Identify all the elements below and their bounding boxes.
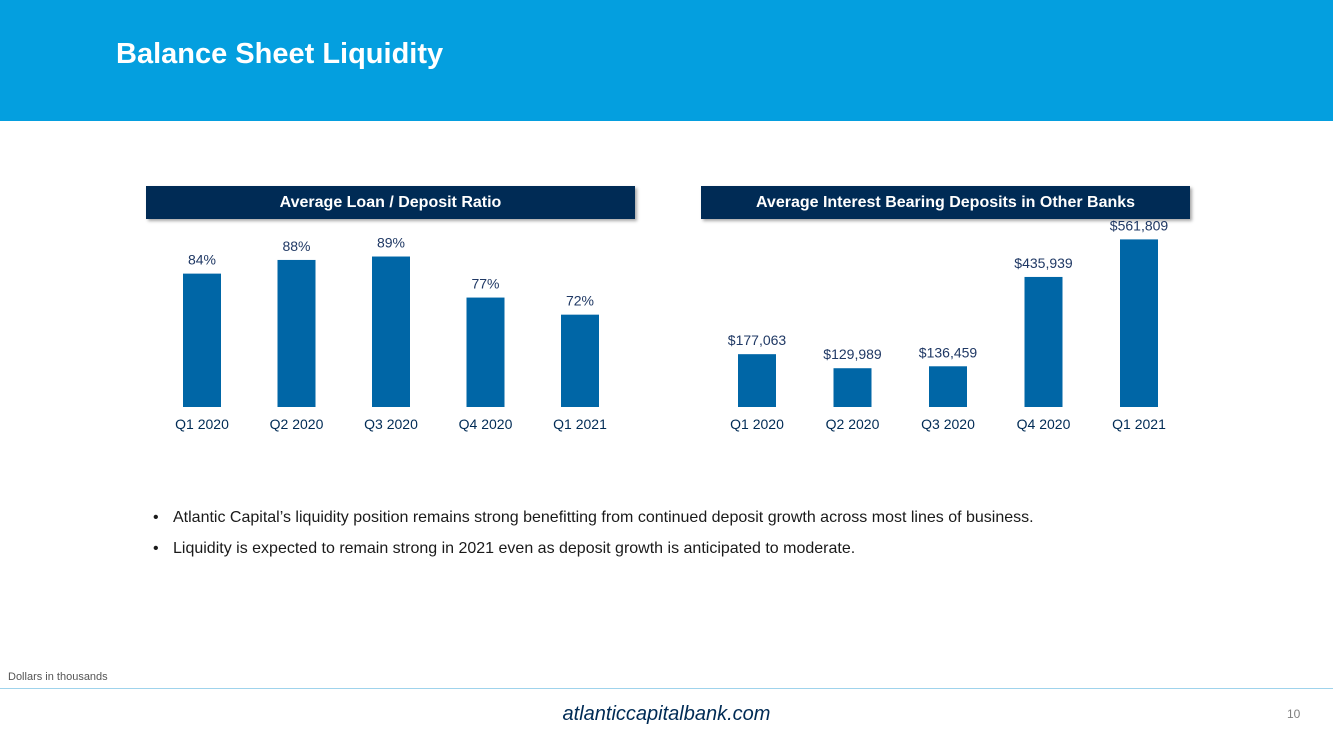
bar [561, 314, 599, 407]
data-label: $177,063 [728, 332, 787, 348]
footnote: Dollars in thousands [8, 671, 108, 683]
data-label: 77% [471, 276, 499, 292]
x-tick-label: Q4 2020 [1017, 416, 1071, 432]
bar [466, 297, 505, 407]
chart-interest-bearing-deposits: $177,063 Q1 2020 $129,989 Q2 2020 $136,459 Q3… [728, 217, 1169, 432]
website-link[interactable]: atlanticcapitalbank.com [562, 703, 771, 725]
footer-divider [0, 688, 1333, 689]
bar [833, 368, 872, 407]
page-title: Balance Sheet Liquidity [116, 38, 444, 70]
data-label: $561,809 [1110, 217, 1169, 233]
bar [1120, 239, 1158, 407]
x-tick-label: Q2 2020 [826, 416, 880, 432]
header-banner: Balance Sheet Liquidity [0, 0, 1333, 121]
x-tick-label: Q2 2020 [270, 416, 324, 432]
bar [929, 366, 967, 407]
bullet-text: Liquidity is expected to remain strong i… [173, 540, 856, 557]
bullet-item: • Atlantic Capital’s liquidity position r… [153, 509, 1034, 526]
data-label: $129,989 [823, 346, 882, 362]
bullet-text: Atlantic Capital’s liquidity position re… [173, 509, 1034, 526]
chart-title-interest-bearing-deposits: Average Interest Bearing Deposits in Oth… [701, 186, 1190, 219]
bullet-list: • Atlantic Capital’s liquidity position r… [153, 507, 1273, 569]
bar [277, 259, 316, 407]
bullet-item: • Liquidity is expected to remain strong … [153, 540, 856, 557]
bar [372, 256, 410, 407]
data-label: 88% [282, 238, 310, 254]
data-label: 89% [377, 235, 405, 251]
x-tick-label: Q3 2020 [364, 416, 418, 432]
data-label: $435,939 [1014, 255, 1073, 271]
bar [738, 354, 776, 407]
data-label: 84% [188, 252, 216, 268]
x-tick-label: Q3 2020 [921, 416, 975, 432]
x-tick-label: Q1 2020 [175, 416, 229, 432]
x-tick-label: Q1 2021 [1112, 416, 1166, 432]
x-tick-label: Q1 2021 [553, 416, 607, 432]
bar [183, 273, 221, 407]
x-tick-label: Q4 2020 [459, 416, 513, 432]
data-label: 72% [566, 293, 594, 309]
x-tick-label: Q1 2020 [730, 416, 784, 432]
chart-loan-deposit-ratio: 84% Q1 2020 88% Q2 2020 89% Q3 2020 77% Q4 2020… [175, 235, 607, 432]
data-label: $136,459 [919, 344, 978, 360]
chart-title-loan-deposit-ratio: Average Loan / Deposit Ratio [146, 186, 635, 219]
page-number: 10 [1287, 707, 1301, 721]
bar [1024, 276, 1063, 407]
